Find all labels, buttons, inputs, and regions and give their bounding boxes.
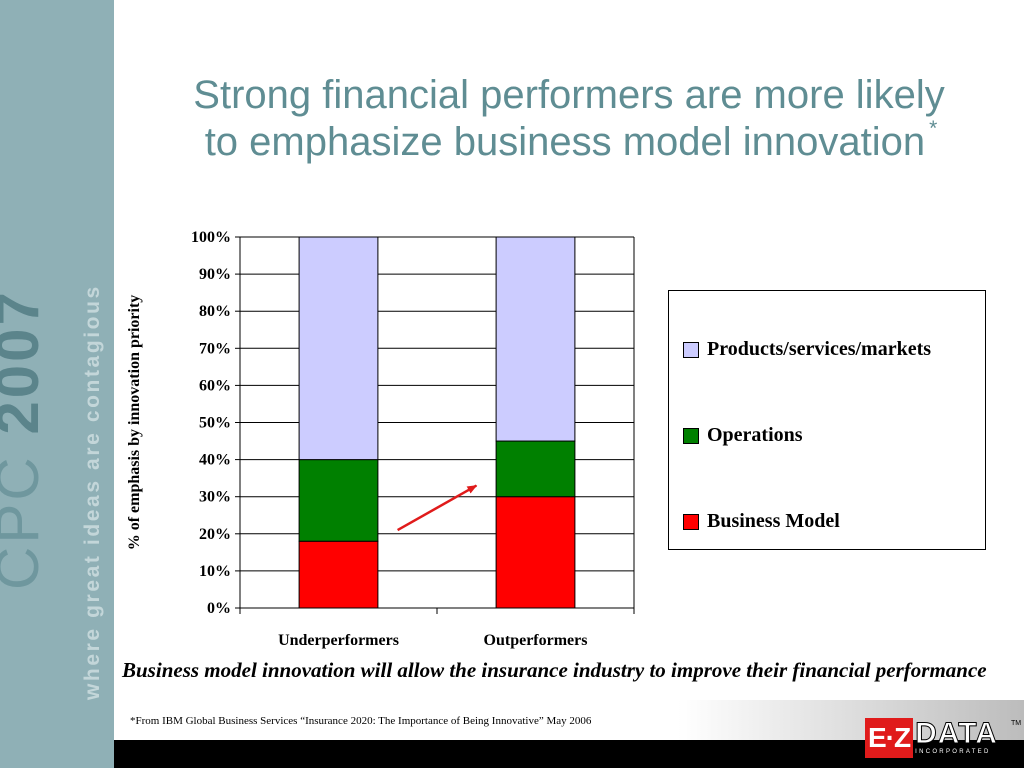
ezdata-logo: E·Z DATA INCORPORATED TM xyxy=(865,717,1021,758)
legend-item: Operations xyxy=(683,424,803,447)
bar-segment xyxy=(298,236,379,461)
y-axis-title: % of emphasis by innovation priority xyxy=(126,295,143,551)
title-line-2: to emphasize business model innovation xyxy=(204,120,926,165)
sidebar: CPC 2007 where great ideas are contagiou… xyxy=(0,0,114,768)
legend-swatch xyxy=(683,341,699,358)
x-category-label: Outperformers xyxy=(484,632,588,649)
legend-label: Products/services/markets xyxy=(707,338,932,360)
bar-segment xyxy=(298,540,379,609)
title-asterisk: * xyxy=(929,117,938,141)
bar-segment xyxy=(298,459,379,542)
bar-segment xyxy=(495,496,576,609)
stacked-bar-chart: 0% 10% 20% 30% 40% 50% 60% 70% 80% 90% 100% Underpe… xyxy=(126,229,635,649)
y-tick-label: 90% xyxy=(199,266,231,283)
y-tick-label: 10% xyxy=(199,563,231,580)
legend-item: Business Model xyxy=(683,510,840,533)
y-tick-label: 80% xyxy=(199,303,231,320)
sidebar-tagline: where great ideas are contagious xyxy=(81,284,104,700)
logo-trademark: TM xyxy=(1011,720,1022,727)
y-tick-label: 50% xyxy=(199,415,231,432)
slide-caption: Business model innovation will allow the… xyxy=(122,658,987,682)
bar-segment xyxy=(495,236,576,442)
legend-swatch xyxy=(683,427,699,444)
sidebar-brand: CPC 2007 xyxy=(0,289,51,590)
y-tick-label: 20% xyxy=(199,526,231,543)
y-tick-label: 0% xyxy=(207,600,231,617)
y-tick-label: 70% xyxy=(199,340,231,357)
legend-label: Operations xyxy=(707,424,803,446)
trend-arrow xyxy=(396,484,478,532)
bar-segment xyxy=(495,440,576,498)
title-line-1: Strong financial performers are more lik… xyxy=(193,73,945,117)
legend-label: Business Model xyxy=(707,510,840,532)
y-tick-label: 30% xyxy=(199,489,231,506)
legend-item: Products/services/markets xyxy=(683,338,931,361)
y-tick-label: 60% xyxy=(199,377,231,394)
x-category-label: Underperformers xyxy=(278,632,399,649)
logo-wordmark: DATA INCORPORATED xyxy=(915,717,998,756)
y-tick-label: 100% xyxy=(191,229,231,246)
chart-legend: Products/services/markets Operations Busin… xyxy=(668,290,986,550)
y-tick-label: 40% xyxy=(199,452,231,469)
logo-data-text: DATA xyxy=(915,717,998,750)
legend-swatch xyxy=(683,513,699,530)
source-footnote: *From IBM Global Business Services “Insu… xyxy=(130,715,592,727)
slide-title: Strong financial performers are more lik… xyxy=(114,72,1024,166)
logo-ez-mark: E·Z xyxy=(865,718,914,758)
logo-incorporated-text: INCORPORATED xyxy=(915,749,991,755)
